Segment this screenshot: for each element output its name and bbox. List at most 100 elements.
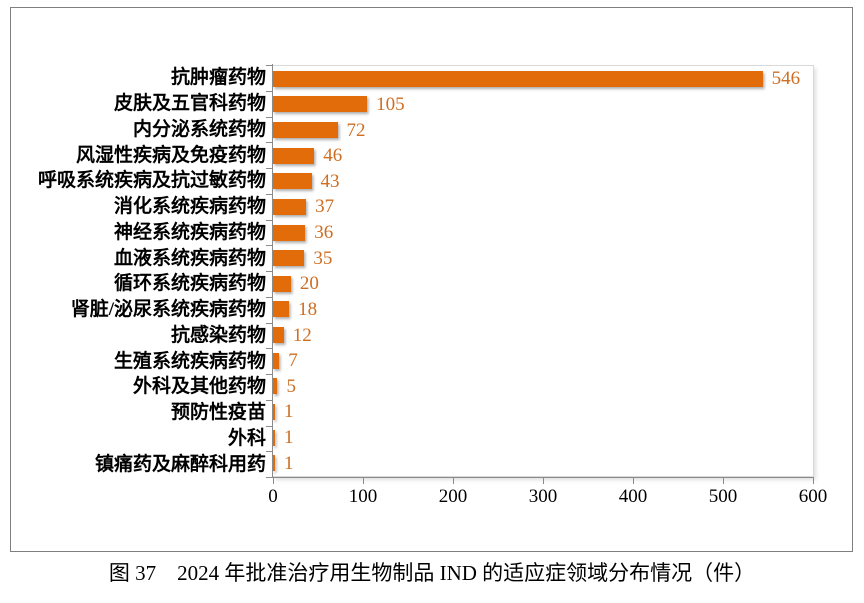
category-axis-tick bbox=[266, 271, 273, 272]
value-axis-tick-label: 0 bbox=[268, 486, 278, 507]
bar bbox=[273, 378, 278, 395]
category-label: 外科及其他药物 bbox=[132, 376, 266, 398]
category-axis-tick bbox=[266, 323, 273, 324]
bar-value-label: 20 bbox=[299, 273, 319, 295]
bar-value-label: 5 bbox=[286, 375, 296, 397]
bar-row: 546 bbox=[273, 66, 813, 92]
bar bbox=[273, 173, 312, 190]
category-axis-tick bbox=[266, 65, 273, 66]
bar-row: 37 bbox=[273, 194, 813, 220]
category-label: 预防性疫苗 bbox=[170, 402, 266, 424]
value-axis-tick-label: 400 bbox=[618, 486, 648, 507]
category-labels: 抗肿瘤药物皮肤及五官科药物内分泌系统药物风湿性疾病及免疫药物呼吸系统疾病及抗过敏… bbox=[28, 65, 266, 477]
category-axis-tick bbox=[266, 451, 273, 452]
category-label: 血液系统疾病药物 bbox=[113, 247, 266, 269]
bar-row: 18 bbox=[273, 297, 813, 323]
bar-value-label: 1 bbox=[284, 452, 294, 474]
bar-row: 46 bbox=[273, 143, 813, 169]
category-label: 内分泌系统药物 bbox=[132, 118, 266, 140]
bar bbox=[273, 250, 305, 267]
category-axis-tick bbox=[266, 477, 273, 478]
bar-value-label: 46 bbox=[323, 145, 343, 167]
bar-value-label: 43 bbox=[320, 170, 340, 192]
category-axis-tick bbox=[266, 426, 273, 427]
bar-row: 1 bbox=[273, 450, 813, 476]
bar-row: 43 bbox=[273, 169, 813, 195]
bar bbox=[273, 224, 306, 241]
plot-area: 546 105 72 46 43 37 36 35 20 18 12 7 5 1 1 1 bbox=[273, 65, 814, 477]
bar-value-label: 546 bbox=[771, 68, 801, 90]
bar-value-label: 105 bbox=[376, 93, 405, 115]
bar-value-label: 1 bbox=[284, 401, 294, 423]
bar bbox=[273, 429, 275, 446]
value-axis bbox=[266, 477, 814, 478]
category-label: 呼吸系统疾病及抗过敏药物 bbox=[37, 170, 266, 192]
bar-value-label: 37 bbox=[315, 196, 335, 218]
bar-row: 35 bbox=[273, 245, 813, 271]
bar-row: 1 bbox=[273, 425, 813, 451]
bar bbox=[273, 122, 338, 139]
value-axis-tick-label: 500 bbox=[708, 486, 738, 507]
category-label: 循环系统疾病药物 bbox=[113, 273, 266, 295]
bar-value-label: 35 bbox=[313, 247, 333, 269]
category-axis-tick bbox=[266, 245, 273, 246]
bar-value-label: 18 bbox=[298, 298, 318, 320]
category-axis-tick bbox=[266, 348, 273, 349]
category-label: 皮肤及五官科药物 bbox=[113, 93, 266, 115]
bar bbox=[273, 403, 275, 420]
figure-caption: 图 37 2024 年批准治疗用生物制品 IND 的适应症领域分布情况（件） bbox=[108, 561, 756, 585]
bar bbox=[273, 301, 290, 318]
category-label: 肾脏/泌尿系统疾病药物 bbox=[70, 299, 266, 321]
bar-value-label: 12 bbox=[292, 324, 312, 346]
value-axis-tick bbox=[633, 478, 634, 484]
bar-row: 7 bbox=[273, 348, 813, 374]
bar-row: 105 bbox=[273, 92, 813, 118]
category-label: 消化系统疾病药物 bbox=[113, 196, 266, 218]
category-label: 外科 bbox=[227, 427, 266, 449]
bar-row: 20 bbox=[273, 271, 813, 297]
bar bbox=[273, 352, 280, 369]
bar bbox=[273, 455, 275, 472]
category-axis-tick bbox=[266, 374, 273, 375]
bar bbox=[273, 147, 315, 164]
value-axis-tick bbox=[543, 478, 544, 484]
bar-value-label: 36 bbox=[314, 222, 334, 244]
category-label: 抗感染药物 bbox=[170, 324, 266, 346]
bar-row: 12 bbox=[273, 322, 813, 348]
bar-row: 36 bbox=[273, 220, 813, 246]
category-axis-tick bbox=[266, 168, 273, 169]
bar bbox=[273, 275, 291, 292]
value-axis-tick-label: 100 bbox=[348, 486, 378, 507]
category-label: 抗肿瘤药物 bbox=[170, 67, 266, 89]
category-axis-tick bbox=[266, 117, 273, 118]
bar bbox=[273, 70, 763, 87]
category-label: 风湿性疾病及免疫药物 bbox=[75, 144, 266, 166]
value-axis-tick bbox=[363, 478, 364, 484]
category-label: 神经系统疾病药物 bbox=[113, 221, 266, 243]
category-axis-tick bbox=[266, 400, 273, 401]
category-axis-tick bbox=[266, 91, 273, 92]
bar-row: 1 bbox=[273, 399, 813, 425]
bar-value-label: 1 bbox=[284, 427, 294, 449]
category-axis-tick bbox=[266, 220, 273, 221]
value-axis-tick bbox=[273, 478, 274, 484]
bar-row: 72 bbox=[273, 117, 813, 143]
category-axis-tick bbox=[266, 142, 273, 143]
bar-row: 5 bbox=[273, 374, 813, 400]
bar bbox=[273, 327, 284, 344]
value-axis-tick bbox=[453, 478, 454, 484]
bar-value-label: 7 bbox=[288, 350, 298, 372]
category-label: 镇痛药及麻醉科用药 bbox=[94, 453, 266, 475]
value-axis-tick-label: 200 bbox=[438, 486, 468, 507]
value-axis-tick-label: 300 bbox=[528, 486, 558, 507]
bar bbox=[273, 198, 307, 215]
category-axis-tick bbox=[266, 194, 273, 195]
category-label: 生殖系统疾病药物 bbox=[113, 350, 266, 372]
bar bbox=[273, 96, 368, 113]
bar-value-label: 72 bbox=[346, 119, 366, 141]
value-axis-tick-label: 600 bbox=[798, 486, 828, 507]
value-axis-tick bbox=[723, 478, 724, 484]
category-axis-tick bbox=[266, 297, 273, 298]
value-axis-tick bbox=[813, 478, 814, 484]
